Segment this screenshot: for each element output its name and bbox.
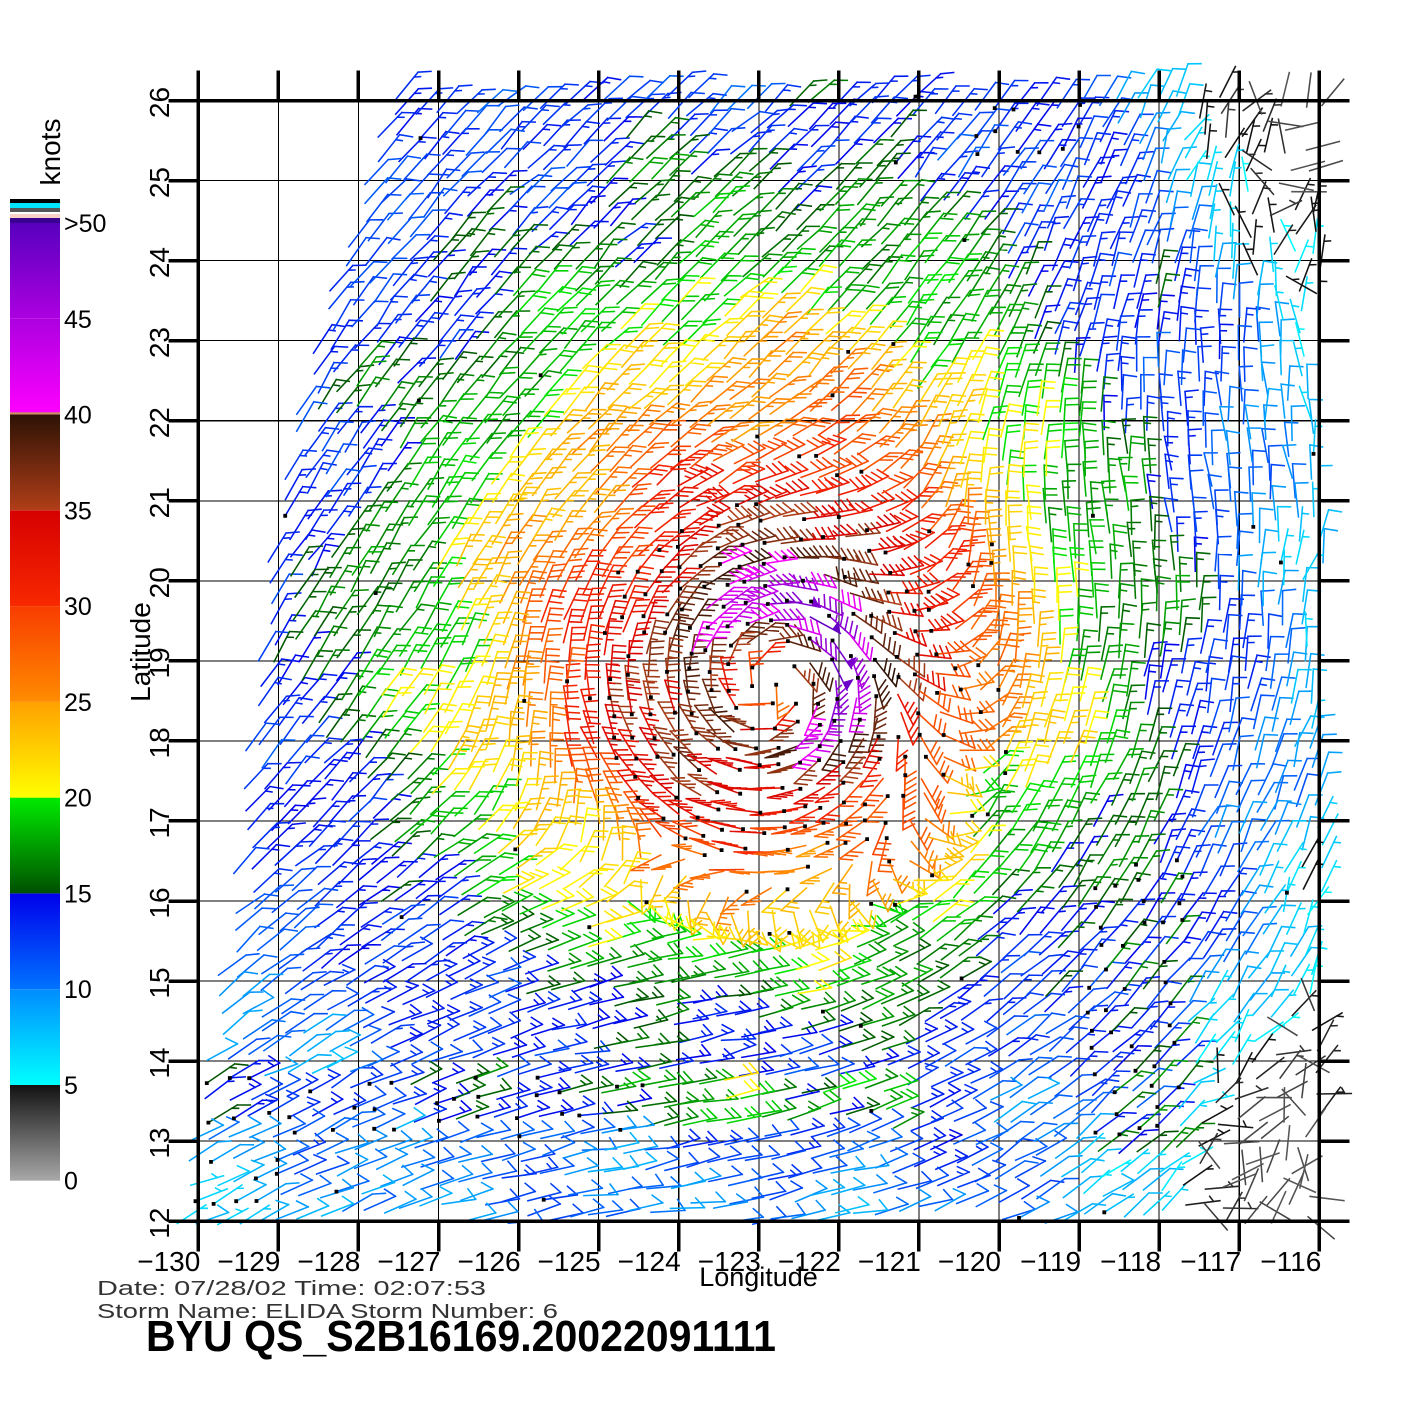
svg-text:Latitude: Latitude xyxy=(125,602,156,702)
svg-text:−125: −125 xyxy=(538,1246,601,1277)
svg-text:−117: −117 xyxy=(1180,1246,1241,1277)
svg-text:−127: −127 xyxy=(377,1246,440,1277)
svg-text:10: 10 xyxy=(64,976,92,1004)
svg-text:20: 20 xyxy=(64,785,92,813)
svg-text:20: 20 xyxy=(144,567,175,598)
svg-text:21: 21 xyxy=(144,487,175,518)
svg-text:Storm Name: ELIDA Storm: Storm Name: ELIDA Storm Number: 6 xyxy=(97,1301,558,1323)
svg-text:19: 19 xyxy=(144,647,175,678)
svg-text:−119: −119 xyxy=(1020,1246,1081,1277)
svg-text:−129: −129 xyxy=(217,1246,280,1277)
svg-text:−124: −124 xyxy=(618,1246,681,1277)
svg-text:BYU QS_S2B16169.20022091111: BYU QS_S2B16169.20022091111 xyxy=(146,1312,776,1361)
svg-text:25: 25 xyxy=(64,689,92,717)
svg-text:16: 16 xyxy=(144,887,175,918)
svg-text:17: 17 xyxy=(144,807,175,838)
svg-text:24: 24 xyxy=(144,247,175,278)
svg-text:14: 14 xyxy=(144,1048,175,1079)
svg-text:23: 23 xyxy=(144,327,175,358)
svg-text:22: 22 xyxy=(144,407,175,438)
svg-text:5: 5 xyxy=(64,1072,78,1100)
svg-text:26: 26 xyxy=(144,87,175,118)
svg-text:45: 45 xyxy=(64,306,92,334)
svg-text:>50: >50 xyxy=(64,210,106,238)
svg-text:12: 12 xyxy=(144,1208,175,1239)
svg-text:35: 35 xyxy=(64,497,92,525)
svg-text:0: 0 xyxy=(64,1168,78,1196)
svg-text:−120: −120 xyxy=(938,1246,1001,1277)
svg-text:−126: −126 xyxy=(458,1246,521,1277)
svg-text:−128: −128 xyxy=(297,1246,360,1277)
svg-text:13: 13 xyxy=(144,1128,175,1159)
svg-text:knots: knots xyxy=(35,119,66,186)
svg-text:Date: 07/28/02 Time: 02:0: Date: 07/28/02 Time: 02:07:53 xyxy=(97,1278,486,1300)
svg-text:−130: −130 xyxy=(137,1246,200,1277)
svg-text:15: 15 xyxy=(144,967,175,998)
svg-text:−118: −118 xyxy=(1100,1246,1161,1277)
svg-text:−121: −121 xyxy=(858,1246,921,1277)
svg-text:−123: −123 xyxy=(698,1246,761,1277)
svg-text:Longitude: Longitude xyxy=(699,1262,818,1292)
svg-text:18: 18 xyxy=(144,727,175,758)
svg-text:40: 40 xyxy=(64,402,92,430)
svg-text:−122: −122 xyxy=(778,1246,841,1277)
svg-text:30: 30 xyxy=(64,593,92,621)
svg-text:25: 25 xyxy=(144,167,175,198)
svg-text:−116: −116 xyxy=(1260,1246,1321,1277)
svg-text:15: 15 xyxy=(64,880,92,908)
